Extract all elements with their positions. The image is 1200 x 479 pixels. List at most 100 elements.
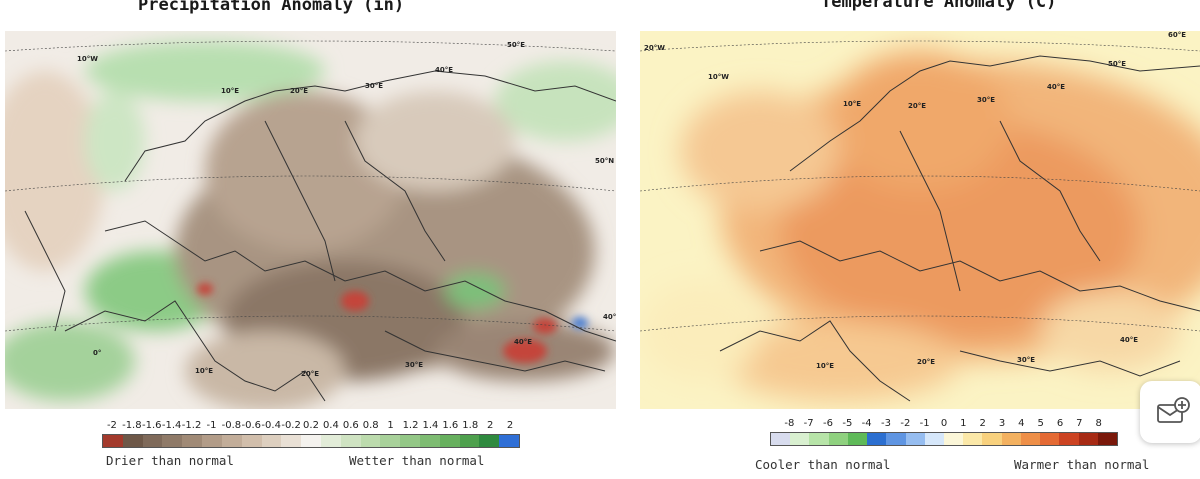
precip-scale-swatch (202, 435, 222, 447)
temperature-anomaly-map: 20°W 10°W 10°E 20°E 30°E 40°E 50°E 60°E 40°E 30°E… (640, 31, 1200, 409)
temp-scale-swatch (1059, 433, 1079, 445)
precip-coord-label: 50°E (507, 41, 525, 49)
precip-tick-label: -0.2 (281, 420, 301, 431)
precip-coord-label: 40°N (603, 313, 616, 321)
precip-tick-label: 1.4 (422, 420, 439, 431)
temp-tick-label: 3 (998, 418, 1006, 429)
temp-coord-label: 20°E (908, 102, 926, 110)
precip-tick-label: -0.8 (221, 420, 242, 431)
temp-scale-swatch (924, 433, 944, 445)
precip-tick-label: 0.4 (322, 420, 339, 431)
temp-tick-label: -1 (919, 418, 930, 429)
temp-scale-swatch (1040, 433, 1060, 445)
precip-tick-label: -1.8 (122, 420, 142, 431)
precip-scale-swatch (142, 435, 163, 447)
precip-coord-label: 10°W (77, 55, 98, 63)
precip-scale-swatch (479, 435, 500, 447)
temp-scale-swatch (1001, 433, 1021, 445)
temp-scale-swatch (905, 433, 925, 445)
precip-scale-swatch (122, 435, 143, 447)
temp-tick-label: -5 (842, 418, 853, 429)
temp-tick-label: -7 (803, 418, 814, 429)
temp-scale-swatch (1078, 433, 1098, 445)
precip-scale-swatch (499, 435, 520, 447)
precip-coord-label: 40°E (435, 66, 453, 74)
temp-tick-label: -6 (823, 418, 833, 429)
precip-tick-label: -1.4 (161, 420, 182, 431)
temp-coord-label: 20°W (644, 44, 665, 52)
temp-color-scale (770, 432, 1118, 446)
temp-scale-swatch (828, 433, 848, 445)
precip-coord-label: 10°E (195, 367, 213, 375)
precip-scale-swatch (241, 435, 262, 447)
precip-coord-label: 20°E (301, 370, 319, 378)
precip-scale-swatch (360, 435, 381, 447)
precip-tick-label: 1.2 (402, 420, 419, 431)
temp-scale-swatch (963, 433, 983, 445)
temp-scale-swatch (1020, 433, 1041, 445)
temp-map-title: Temperature Anomaly (C) (821, 0, 1057, 12)
precip-tick-label: 1 (387, 420, 394, 431)
temp-scale-swatch (847, 433, 868, 445)
precip-scale-swatch (459, 435, 480, 447)
precip-scale-swatch (221, 435, 242, 447)
precip-tick-label: -1.2 (181, 420, 202, 431)
precip-scale-swatch (261, 435, 282, 447)
temp-tick-label: 8 (1095, 418, 1102, 429)
precip-coord-label: 0° (93, 349, 101, 357)
temp-scale-swatch (867, 433, 887, 445)
precip-scale-swatch (103, 435, 123, 447)
temp-coord-label: 30°E (977, 96, 995, 104)
precip-tick-label: 1.6 (442, 420, 459, 431)
precip-coord-label: 30°E (405, 361, 423, 369)
compose-mail-button[interactable] (1140, 381, 1200, 443)
precip-tick-label: 2 (506, 420, 514, 431)
precip-tick-label: 0.2 (303, 420, 319, 431)
precip-tick-label: -1.6 (141, 420, 162, 431)
temp-tick-label: -4 (861, 418, 872, 429)
precip-scale-swatch (320, 435, 341, 447)
precip-coord-label: 50°N (595, 157, 614, 165)
temp-tick-label: 5 (1037, 418, 1044, 429)
precip-scale-swatch (380, 435, 401, 447)
temp-coord-label: 40°E (1120, 336, 1138, 344)
precip-color-scale (102, 434, 520, 448)
temp-scale-swatch (886, 433, 906, 445)
temp-tick-label: -8 (784, 418, 795, 429)
precip-scale-swatch (439, 435, 460, 447)
precip-scale-swatch (162, 435, 183, 447)
temp-legend-high-label: Warmer than normal (1014, 457, 1150, 472)
temp-tick-label: 0 (940, 418, 948, 429)
temp-scale-swatch (771, 433, 791, 445)
precip-tick-label: -2 (106, 420, 117, 431)
temp-coord-label: 10°W (708, 73, 729, 81)
precip-tick-label: 0.8 (362, 420, 379, 431)
precip-coord-label: 10°E (221, 87, 239, 95)
temp-coord-label: 10°E (843, 100, 861, 108)
temp-coord-label: 40°E (1047, 83, 1065, 91)
temp-scale-swatch (943, 433, 964, 445)
precip-scale-swatch (281, 435, 302, 447)
precip-tick-label: -0.4 (261, 420, 281, 431)
precip-coord-label: 40°E (514, 338, 532, 346)
temp-coord-label: 20°E (917, 358, 935, 366)
temp-tick-label: -3 (881, 418, 891, 429)
temp-tick-label: 4 (1018, 418, 1025, 429)
precip-scale-swatch (182, 435, 203, 447)
temp-tick-label: 7 (1076, 418, 1083, 429)
temp-tick-label: 1 (960, 418, 967, 429)
precip-tick-label: -0.6 (241, 420, 262, 431)
precip-tick-label: 0.6 (342, 420, 359, 431)
mail-add-icon (1157, 397, 1190, 423)
temp-legend-low-label: Cooler than normal (755, 457, 891, 472)
precip-coord-label: 30°E (365, 82, 383, 90)
temp-coord-label: 50°E (1108, 60, 1126, 68)
precip-tick-label: 2 (486, 420, 494, 431)
temp-tick-label: -2 (900, 418, 911, 429)
temp-scale-swatch (790, 433, 810, 445)
precip-scale-swatch (301, 435, 321, 447)
precipitation-anomaly-map: 10°W 10°E 20°E 30°E 40°E 50°E 50°N 40°N 40°E 30°E… (5, 31, 616, 409)
temp-scale-swatch (809, 433, 829, 445)
temp-scale-swatch (1097, 433, 1117, 445)
precip-scale-swatch (340, 435, 361, 447)
